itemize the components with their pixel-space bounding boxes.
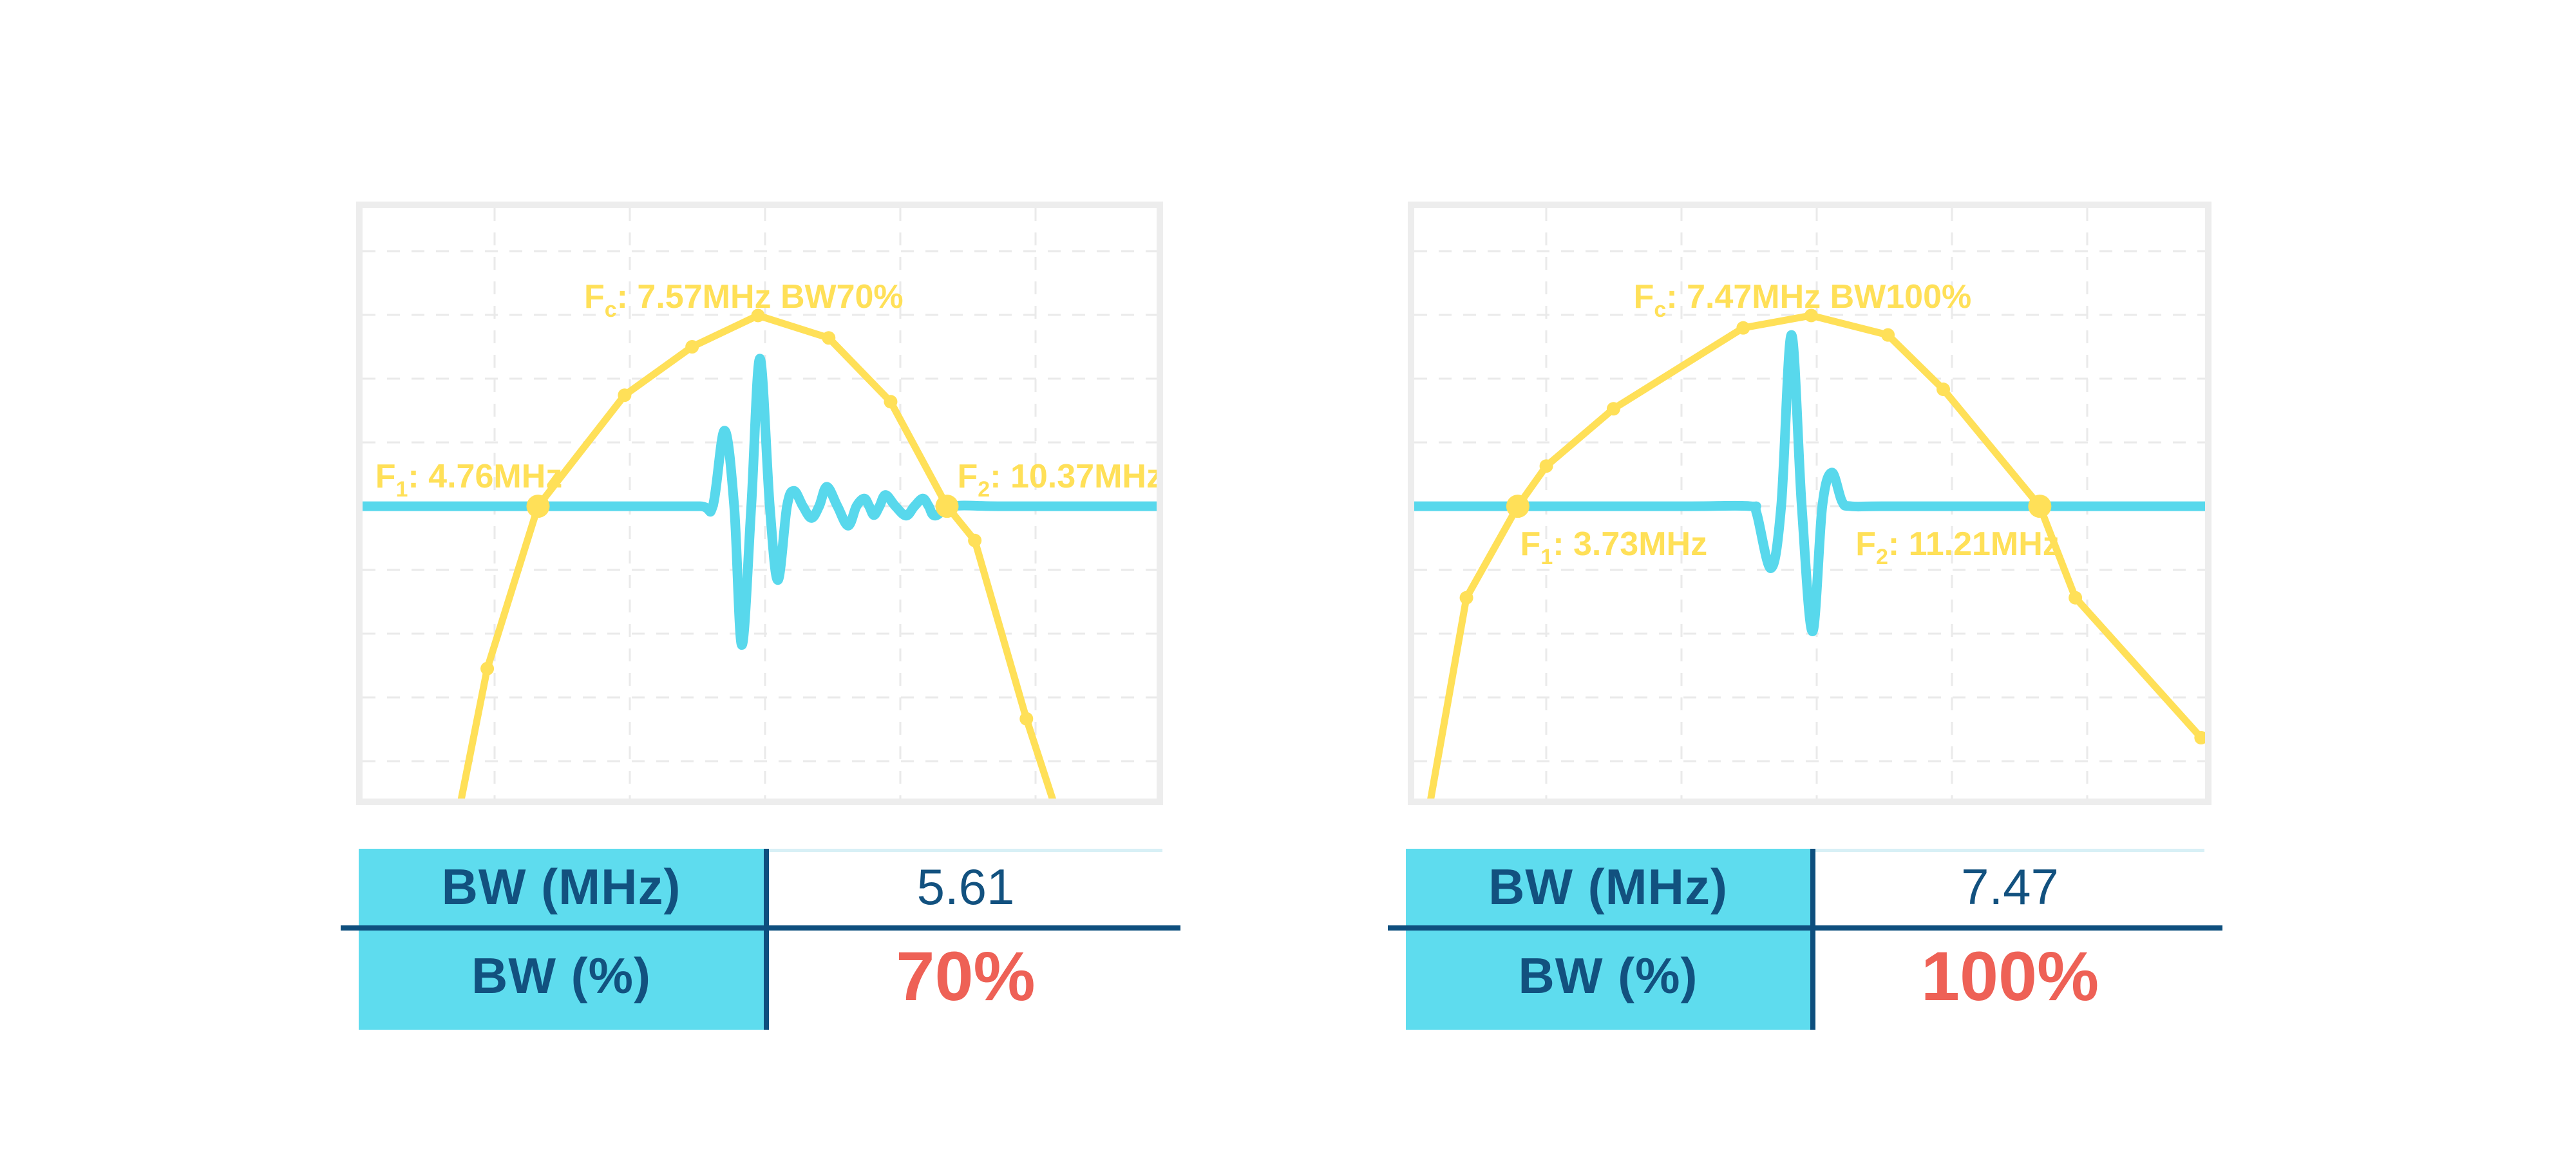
cutoff-frequency-label: F1: 4.76MHz xyxy=(375,458,563,502)
cutoff-frequency-label: F1: 3.73MHz xyxy=(1520,525,1708,569)
table-value-bw-mhz: 7.47 xyxy=(1961,858,2059,915)
center-frequency-label: Fc: 7.57MHz BW70% xyxy=(584,278,904,322)
data-point-marker xyxy=(822,331,836,345)
data-point-marker xyxy=(1019,712,1034,726)
data-point-marker xyxy=(884,395,898,409)
table-row-separator xyxy=(341,925,1180,931)
table-value-column: 7.47 100% xyxy=(1815,849,2204,1030)
pulse-waveform xyxy=(1414,330,2205,636)
subscript: c xyxy=(605,298,617,322)
data-point-markers xyxy=(480,308,1034,726)
table-row-label-bw-pct: BW (%) xyxy=(1518,947,1698,1004)
data-point-marker xyxy=(618,388,632,402)
table-header-column: BW (MHz) BW (%) xyxy=(1406,849,1810,1030)
data-point-marker xyxy=(1539,459,1553,473)
data-point-marker xyxy=(968,533,982,547)
chart-panel-left: Fc: 7.57MHz BW70% F1: 4.76MHz F2: 10.37MHz xyxy=(356,202,1163,805)
table-column-divider xyxy=(764,849,769,1030)
spectrum-curve xyxy=(457,312,1056,799)
subscript: 1 xyxy=(1540,545,1553,569)
cutoff-frequency-label: F2: 11.21MHz xyxy=(1855,525,2060,569)
data-point-marker xyxy=(1736,321,1750,335)
cutoff-frequency-label: F2: 10.37MHz xyxy=(958,458,1157,502)
data-point-marker xyxy=(2194,731,2205,745)
subscript: 2 xyxy=(978,477,990,502)
data-point-marker xyxy=(1881,328,1895,342)
data-point-marker xyxy=(480,661,495,676)
table-row-label-bw-pct: BW (%) xyxy=(471,947,651,1004)
table-column-divider xyxy=(1810,849,1815,1030)
data-point-marker xyxy=(2069,591,2083,605)
table-top-border xyxy=(1815,849,2204,852)
data-point-marker xyxy=(1459,591,1473,605)
cutoff-frequency-marker xyxy=(1506,495,1530,518)
table-value-column: 5.61 70% xyxy=(769,849,1162,1030)
label-text: : 7.57MHz BW70% xyxy=(617,278,904,316)
pulse-waveform xyxy=(363,354,1157,650)
label-text: : 10.37MHz xyxy=(990,458,1157,495)
table-row-label-bw-mhz: BW (MHz) xyxy=(441,858,681,915)
subscript: 1 xyxy=(395,477,408,502)
cutoff-frequency-marker xyxy=(526,495,550,518)
table-value-bw-mhz: 5.61 xyxy=(916,858,1015,915)
label-text: : 7.47MHz BW100% xyxy=(1666,278,1971,316)
spectrum-chart-left: Fc: 7.57MHz BW70% F1: 4.76MHz F2: 10.37MHz xyxy=(363,208,1157,799)
table-row-separator xyxy=(1388,925,2222,931)
table-header-column: BW (MHz) BW (%) xyxy=(359,849,764,1030)
label-text: : 3.73MHz xyxy=(1553,525,1707,563)
bandwidth-table-right: BW (MHz) BW (%) 7.47 100% xyxy=(1388,849,2222,1030)
center-frequency-label: Fc: 7.47MHz BW100% xyxy=(1634,278,1972,322)
label-text: : 11.21MHz xyxy=(1888,525,2060,563)
spectrum-chart-right: Fc: 7.47MHz BW100% F1: 3.73MHz F2: 11.21MH… xyxy=(1414,208,2205,799)
subscript: 2 xyxy=(1876,545,1888,569)
data-point-marker xyxy=(751,308,765,323)
table-value-bw-pct: 100% xyxy=(1920,936,2099,1015)
subscript: c xyxy=(1654,298,1666,322)
table-value-bw-pct: 70% xyxy=(896,936,1036,1015)
data-point-marker xyxy=(1937,383,1951,397)
cutoff-frequency-marker xyxy=(935,495,959,518)
spectrum-curve xyxy=(1427,312,2205,799)
data-point-marker xyxy=(685,339,699,354)
cutoff-frequency-marker xyxy=(2028,495,2052,518)
chart-panel-right: Fc: 7.47MHz BW100% F1: 3.73MHz F2: 11.21MH… xyxy=(1408,202,2211,805)
data-point-marker xyxy=(1804,308,1818,323)
data-point-markers xyxy=(1459,308,2205,745)
table-top-border xyxy=(769,849,1162,852)
data-point-marker xyxy=(1606,402,1620,416)
bandwidth-table-left: BW (MHz) BW (%) 5.61 70% xyxy=(341,849,1180,1030)
label-text: : 4.76MHz xyxy=(408,458,562,495)
table-row-label-bw-mhz: BW (MHz) xyxy=(1488,858,1728,915)
